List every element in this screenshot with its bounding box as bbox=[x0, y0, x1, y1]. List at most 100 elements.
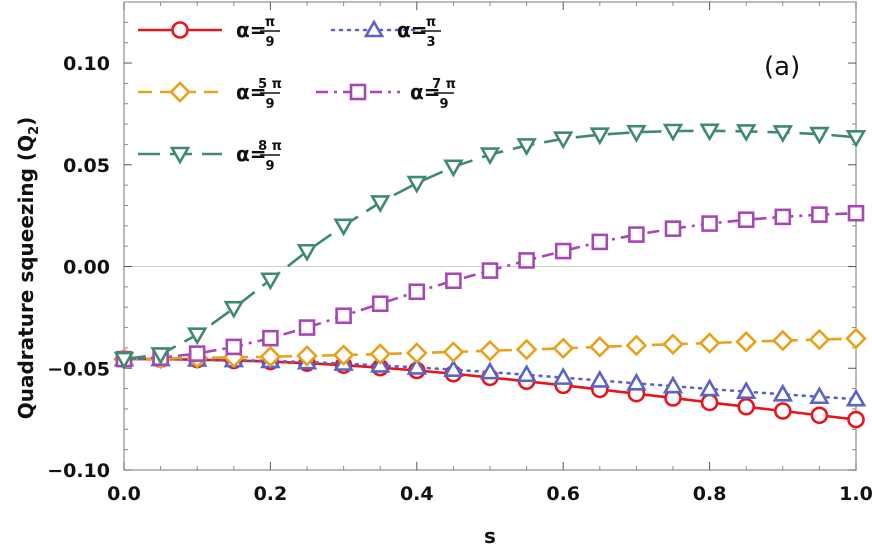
panel-label: (a) bbox=[764, 52, 800, 82]
legend-denominator: 9 bbox=[265, 159, 274, 174]
data-point bbox=[625, 334, 648, 357]
data-point bbox=[443, 359, 464, 377]
legend-item-1: α=π 3 bbox=[330, 15, 441, 50]
x-tick-label: 1.0 bbox=[839, 483, 872, 505]
data-point bbox=[662, 333, 684, 356]
data-point bbox=[260, 272, 281, 291]
data-point bbox=[333, 218, 354, 237]
data-point bbox=[774, 208, 792, 226]
data-point bbox=[737, 397, 756, 416]
legend: α=π9α=π3α=5 π9α=7 π9α=8 π9 bbox=[138, 15, 456, 174]
data-point bbox=[405, 342, 428, 364]
data-point bbox=[479, 339, 501, 362]
y-tick-label: −0.05 bbox=[47, 358, 110, 380]
data-point bbox=[445, 272, 462, 290]
axes: 0.0 0.2 0.4 0.6 0.8 1.0 −0.10 −0.05 0.00 0.05 0.10 bbox=[47, 1, 872, 505]
legend-numerator: 7 π bbox=[432, 77, 456, 92]
legend-marker bbox=[171, 21, 189, 39]
data-point bbox=[408, 283, 426, 301]
data-point bbox=[808, 328, 831, 351]
series-layer bbox=[113, 123, 867, 429]
data-point bbox=[406, 175, 428, 194]
data-point bbox=[298, 319, 316, 336]
data-point bbox=[113, 351, 135, 370]
data-point bbox=[845, 388, 867, 407]
series-line bbox=[122, 357, 858, 401]
legend-label: α= bbox=[236, 18, 267, 42]
data-point bbox=[186, 327, 208, 346]
data-point bbox=[845, 327, 867, 350]
legend-marker bbox=[363, 19, 385, 38]
legend-numerator: 5 π bbox=[258, 77, 282, 92]
x-axis-label: s bbox=[484, 524, 496, 548]
x-tick-label: 0.4 bbox=[400, 483, 434, 505]
y-tick-label: 0.05 bbox=[63, 155, 110, 177]
data-point bbox=[626, 124, 647, 143]
data-point bbox=[588, 336, 611, 358]
data-point bbox=[479, 361, 501, 380]
legend-denominator: 3 bbox=[426, 35, 435, 50]
data-point bbox=[809, 126, 830, 145]
data-point bbox=[591, 233, 609, 251]
data-point bbox=[810, 406, 829, 425]
data-point bbox=[847, 410, 865, 429]
data-point bbox=[332, 344, 355, 366]
legend-item-2: α=5 π 9 bbox=[138, 77, 282, 112]
legend-denominator: 9 bbox=[439, 97, 448, 112]
legend-numerator: π bbox=[265, 15, 275, 30]
data-point bbox=[516, 138, 537, 157]
data-point bbox=[515, 338, 538, 361]
x-tick-label: 0.6 bbox=[546, 483, 580, 505]
data-point bbox=[481, 262, 499, 279]
data-point bbox=[443, 159, 464, 178]
data-point bbox=[554, 242, 572, 260]
data-point bbox=[772, 383, 794, 402]
series-4 bbox=[113, 123, 867, 370]
legend-marker bbox=[169, 81, 191, 103]
data-point bbox=[225, 338, 243, 356]
x-tick-label: 0.8 bbox=[693, 483, 727, 505]
data-point bbox=[772, 125, 794, 144]
data-point bbox=[296, 345, 318, 367]
y-axis-label-close: ) bbox=[14, 117, 38, 126]
data-point bbox=[552, 337, 575, 360]
legend-label: α= bbox=[236, 142, 267, 166]
data-point bbox=[369, 343, 392, 365]
legend-marker bbox=[349, 83, 367, 101]
y-tick-label: 0.10 bbox=[63, 53, 110, 75]
data-point bbox=[188, 345, 206, 362]
y-axis-label: Quadrature squeezing (Q2) bbox=[14, 117, 42, 420]
data-point bbox=[737, 211, 755, 229]
data-point bbox=[589, 127, 611, 146]
data-point bbox=[296, 243, 318, 262]
data-point bbox=[262, 329, 279, 347]
legend-numerator: π bbox=[426, 15, 436, 30]
data-point bbox=[150, 347, 171, 366]
y-tick-label: 0.00 bbox=[63, 257, 110, 279]
data-point bbox=[369, 195, 391, 214]
data-point bbox=[479, 147, 501, 166]
data-point bbox=[847, 204, 865, 222]
series-line bbox=[123, 337, 857, 361]
data-point bbox=[371, 295, 389, 313]
data-point bbox=[442, 341, 465, 363]
data-point bbox=[701, 215, 718, 232]
data-point bbox=[735, 330, 758, 353]
data-point bbox=[516, 364, 537, 383]
data-point bbox=[259, 345, 282, 368]
data-point bbox=[628, 226, 645, 243]
data-point bbox=[809, 386, 830, 405]
data-point bbox=[662, 123, 684, 142]
data-point bbox=[699, 123, 720, 142]
y-axis-label-sub: 2 bbox=[27, 126, 42, 135]
data-point bbox=[552, 131, 574, 150]
data-point bbox=[811, 206, 828, 223]
legend-denominator: 9 bbox=[265, 35, 274, 50]
series-3 bbox=[115, 204, 865, 368]
x-tick-label: 0.2 bbox=[254, 483, 288, 505]
data-point bbox=[626, 372, 647, 391]
data-point bbox=[845, 130, 867, 148]
data-point bbox=[664, 220, 682, 237]
data-point bbox=[700, 393, 719, 412]
